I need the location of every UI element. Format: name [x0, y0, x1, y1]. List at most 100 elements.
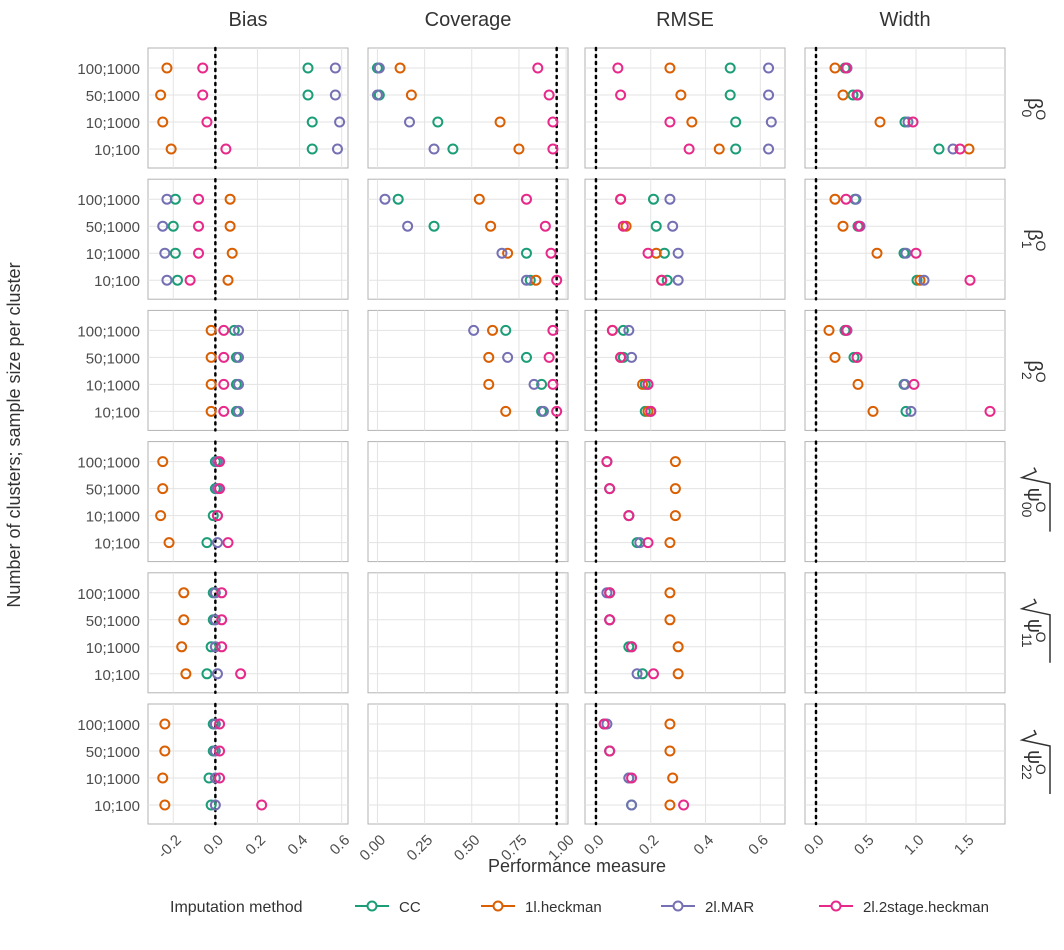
panel: [367, 441, 569, 563]
y-tick-label: 100;1000: [77, 61, 140, 78]
point: [672, 274, 684, 286]
point: [157, 456, 169, 468]
point: [626, 799, 638, 811]
point: [604, 483, 616, 495]
point: [205, 641, 217, 653]
row-subscript: 1: [1019, 241, 1035, 249]
panel: [147, 572, 349, 694]
row-label: β1O: [1019, 229, 1049, 251]
point: [763, 143, 775, 155]
point: [211, 537, 223, 549]
x-axis-label: Performance measure: [488, 856, 666, 876]
point: [520, 247, 532, 259]
x-tick-label: 0.0: [581, 832, 608, 859]
point: [664, 537, 676, 549]
row-label-text: β2O: [1019, 360, 1049, 382]
x-tick-label: 0.2: [636, 832, 663, 859]
point: [201, 537, 213, 549]
panel: [147, 703, 349, 825]
point: [837, 220, 849, 232]
point: [763, 89, 775, 101]
panel: [804, 441, 1006, 563]
panel: [804, 309, 1006, 431]
row-label-text: ψ11O: [1019, 619, 1049, 648]
point: [853, 220, 865, 232]
point: [203, 772, 215, 784]
point: [205, 405, 217, 417]
point: [537, 405, 549, 417]
point: [157, 220, 169, 232]
row-symbol: ψ: [1023, 619, 1045, 633]
point: [157, 772, 169, 784]
point: [871, 247, 883, 259]
point: [169, 247, 181, 259]
x-tick-label: 0.4: [284, 832, 311, 859]
point: [543, 89, 555, 101]
point: [713, 143, 725, 155]
row-label-text: ψ22O: [1019, 750, 1049, 780]
point: [664, 116, 676, 128]
point: [837, 89, 849, 101]
point: [829, 351, 841, 363]
point: [209, 641, 221, 653]
point: [201, 116, 213, 128]
point: [528, 378, 540, 390]
y-tick-label: 10;100: [94, 536, 140, 553]
column-title: Coverage: [425, 9, 512, 31]
point: [647, 668, 659, 680]
point: [664, 718, 676, 730]
row-subscript: 22: [1019, 764, 1035, 780]
point: [379, 193, 391, 205]
point: [867, 405, 879, 417]
point: [216, 614, 228, 626]
point: [500, 405, 512, 417]
point: [910, 247, 922, 259]
panel: [147, 441, 349, 563]
point: [171, 274, 183, 286]
point: [551, 405, 563, 417]
point: [642, 247, 654, 259]
point: [547, 116, 559, 128]
point: [615, 193, 627, 205]
point: [334, 116, 346, 128]
point: [428, 143, 440, 155]
panel: [804, 47, 1006, 169]
point: [394, 62, 406, 74]
point: [545, 247, 557, 259]
point: [157, 116, 169, 128]
y-tick-label: 10;100: [94, 404, 140, 421]
point: [159, 799, 171, 811]
y-tick-label: 100;1000: [77, 717, 140, 734]
point: [256, 799, 268, 811]
point: [724, 89, 736, 101]
point: [724, 62, 736, 74]
point: [933, 143, 945, 155]
y-tick-label: 10;1000: [86, 771, 140, 788]
y-tick-label: 10;1000: [86, 377, 140, 394]
panel: [147, 178, 349, 300]
point: [193, 193, 205, 205]
panel: [804, 703, 1006, 825]
point: [902, 116, 914, 128]
point: [601, 456, 613, 468]
x-tick-label: 0.4: [690, 832, 717, 859]
point: [626, 772, 638, 784]
point: [623, 324, 635, 336]
column-title: RMSE: [656, 9, 714, 31]
point: [209, 614, 221, 626]
point: [218, 405, 230, 417]
x-tick-label: 0.6: [745, 832, 772, 859]
point: [432, 116, 444, 128]
point: [306, 143, 318, 155]
row-label-text: ψ00O: [1019, 488, 1049, 518]
point: [918, 274, 930, 286]
point: [606, 324, 618, 336]
point: [178, 587, 190, 599]
point: [209, 799, 221, 811]
point: [201, 668, 213, 680]
point: [539, 220, 551, 232]
point: [159, 745, 171, 757]
y-tick-label: 100;1000: [77, 455, 140, 472]
point: [604, 745, 616, 757]
point: [502, 247, 514, 259]
